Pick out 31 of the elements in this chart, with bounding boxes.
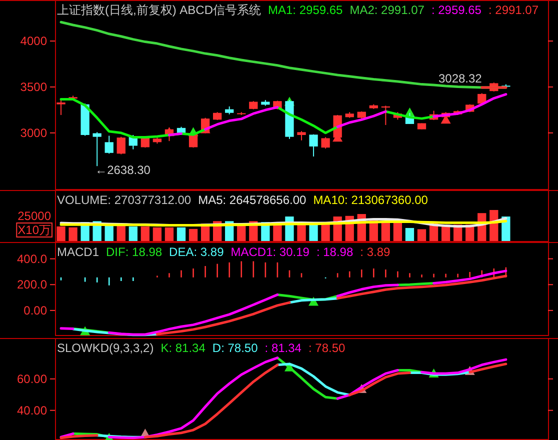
text: DIF: 18.98 <box>106 245 162 259</box>
annotation: 3028.32 <box>438 72 482 86</box>
annotation: MACD1: 30.19 <box>230 245 310 259</box>
text: MA1: 2959.65 <box>268 3 344 17</box>
y-tick-label: 60.00 <box>16 372 48 386</box>
chart-title: 上证指数(日线,前复权) ABCD信号系统 <box>57 3 261 17</box>
series-label: : 81.34 <box>264 341 302 355</box>
series-label: MA5: 264578656.00 <box>198 193 307 207</box>
text: MA2: 2991.07 <box>350 3 425 17</box>
text: : 2991.07 <box>488 3 539 17</box>
annotation: ←2638.30 <box>95 163 151 178</box>
y-tick-label: 3000 <box>20 126 48 140</box>
chart-title: MACD1 <box>57 245 100 259</box>
y-tick-label: 0.00 <box>24 303 48 318</box>
text: : 78.50 <box>308 341 346 355</box>
y-tick-label: 40.00 <box>16 403 48 418</box>
chart-title: SLOWKD(9,3,3,2) <box>57 341 154 355</box>
y-tick-label: 4000 <box>20 34 48 48</box>
text: : 18.98 <box>316 245 354 259</box>
text: : 3.89 <box>360 245 391 259</box>
series-label: D: 78.50 <box>212 341 258 355</box>
y-tick-label: 200.0 <box>16 278 48 292</box>
text: : 2959.65 <box>431 3 482 17</box>
y-tick-label: 400.0 <box>16 252 48 266</box>
text: X10万 <box>18 223 51 237</box>
y-tick-label: 3500 <box>20 80 48 94</box>
chart-title: VOLUME: 270377312.00 <box>57 193 192 207</box>
text: K: 81.34 <box>160 341 206 355</box>
series-label: MA10: 213067360.00 <box>313 193 428 207</box>
text: DEA: 3.89 <box>169 245 224 259</box>
text: 25000 <box>18 209 52 223</box>
